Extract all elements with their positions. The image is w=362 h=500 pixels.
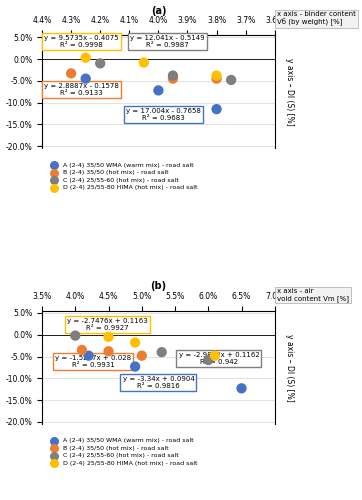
Point xyxy=(68,70,74,78)
Point xyxy=(214,105,219,113)
Text: y = -3.34x + 0.0904
R² = 0.9816: y = -3.34x + 0.0904 R² = 0.9816 xyxy=(122,376,194,388)
Point xyxy=(170,74,176,82)
Point xyxy=(239,384,244,392)
Point xyxy=(83,54,89,62)
Text: y = 9.5735x - 0.4075
R² = 0.9998: y = 9.5735x - 0.4075 R² = 0.9998 xyxy=(44,35,119,48)
Text: y = -1.5287x + 0.028
R² = 0.9931: y = -1.5287x + 0.028 R² = 0.9931 xyxy=(55,355,131,368)
Legend: A (2-4) 35/50 WMA (warm mix) - road salt, B (2-4) 35/50 (hot mix) - road salt, C: A (2-4) 35/50 WMA (warm mix) - road salt… xyxy=(45,160,200,193)
Text: y = 17.004x - 0.7658
R² = 0.9683: y = 17.004x - 0.7658 R² = 0.9683 xyxy=(126,108,201,121)
Text: y = -2.9893x + 0.1162
R² = 0.942: y = -2.9893x + 0.1162 R² = 0.942 xyxy=(178,352,259,365)
Point xyxy=(139,352,145,360)
Title: (a): (a) xyxy=(151,6,166,16)
Y-axis label: y axis – DI (S) [%]: y axis – DI (S) [%] xyxy=(285,334,294,402)
Point xyxy=(214,72,219,80)
Point xyxy=(228,76,234,84)
Text: y = 12.041x - 0.5149
R² = 0.9987: y = 12.041x - 0.5149 R² = 0.9987 xyxy=(130,35,205,48)
Point xyxy=(97,60,103,68)
Point xyxy=(83,74,89,82)
Point xyxy=(214,74,219,82)
Point xyxy=(141,58,147,66)
Point xyxy=(132,338,138,346)
Text: x axis - air
void content Vm [%]: x axis - air void content Vm [%] xyxy=(277,288,349,302)
Point xyxy=(86,352,92,360)
Point xyxy=(106,333,111,341)
Point xyxy=(156,86,161,94)
Text: y = 2.8887x - 0.1578
R² = 0.9133: y = 2.8887x - 0.1578 R² = 0.9133 xyxy=(44,83,119,96)
Point xyxy=(132,362,138,370)
Text: y = -2.7476x + 0.1163
R² = 0.9927: y = -2.7476x + 0.1163 R² = 0.9927 xyxy=(67,318,148,331)
Y-axis label: y axis – DI (S) [%]: y axis – DI (S) [%] xyxy=(285,58,294,126)
Legend: A (2-4) 35/50 WMA (warm mix) - road salt, B (2-4) 35/50 (hot mix) - road salt, C: A (2-4) 35/50 WMA (warm mix) - road salt… xyxy=(45,436,200,468)
Point xyxy=(106,348,111,356)
Point xyxy=(79,346,85,354)
Point xyxy=(212,352,218,360)
Point xyxy=(205,356,211,364)
Point xyxy=(72,332,78,340)
Point xyxy=(170,72,176,80)
Title: (b): (b) xyxy=(150,281,167,291)
Point xyxy=(159,348,165,356)
Text: x axis - binder content
Vб (by weight) [%]: x axis - binder content Vб (by weight) [… xyxy=(277,11,356,26)
